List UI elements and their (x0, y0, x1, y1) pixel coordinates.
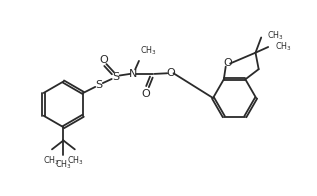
Text: O: O (142, 89, 150, 99)
Text: CH$_3$: CH$_3$ (139, 45, 156, 57)
Text: CH$_3$: CH$_3$ (275, 40, 292, 53)
Text: N: N (129, 69, 138, 79)
Text: CH$_3$: CH$_3$ (67, 154, 84, 167)
Text: S: S (95, 80, 103, 90)
Text: CH$_3$: CH$_3$ (267, 29, 284, 42)
Text: S: S (112, 72, 119, 82)
Text: O: O (223, 58, 232, 68)
Text: CH$_3$: CH$_3$ (43, 154, 60, 167)
Text: O: O (166, 68, 175, 78)
Text: O: O (99, 55, 108, 65)
Text: CH$_3$: CH$_3$ (55, 159, 72, 171)
